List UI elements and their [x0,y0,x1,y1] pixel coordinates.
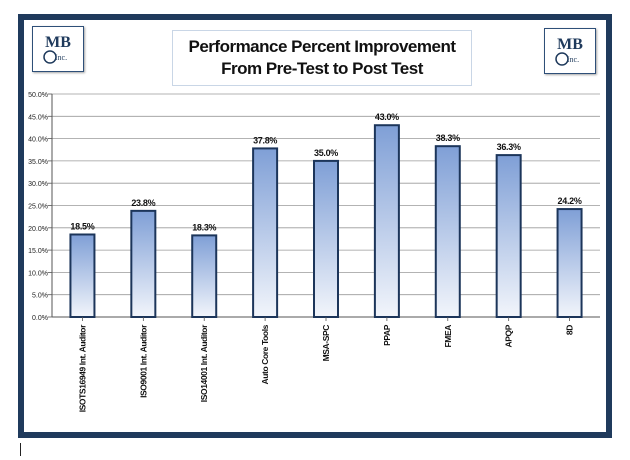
data-label: 38.3% [436,133,460,143]
bar [556,208,583,318]
bar [130,209,157,319]
logo-text-bottom: Inc. [55,53,67,62]
x-tick-label: 8D [565,325,575,335]
bar [252,147,279,318]
bar [434,145,461,318]
data-label: 24.2% [558,196,582,206]
x-tick-label: APQP [504,324,514,347]
x-tick-label: ISO9001 Int. Auditor [138,324,148,398]
x-tick-label: ISOTS16949 Int. Auditor [77,324,87,412]
x-tick-label: Auto Core Tools [260,324,270,384]
chart-title-line-1: Performance Percent Improvement [188,37,457,56]
text-cursor [20,443,21,456]
y-tick-label: 0.0% [32,315,48,322]
data-label: 18.5% [70,221,94,231]
data-label: 18.3% [192,222,216,232]
y-tick-label: 5.0% [32,293,48,300]
bar [313,159,339,318]
y-tick-label: 30.0% [28,181,48,188]
logo-text-top: MB [45,34,71,51]
chart-title-line-2: From Pre-Test to Post Test [221,59,423,78]
data-label: 37.8% [253,135,277,145]
x-tick-label: MSA-SPC [321,325,331,362]
chart-title-box: Performance Percent Improvement From Pre… [172,30,472,86]
mb-logo-right: MB Inc. [544,28,596,74]
y-tick-label: 35.0% [28,159,48,166]
data-label: 43.0% [375,112,399,122]
x-tick-label: FMEA [443,325,453,348]
y-tick-label: 25.0% [28,204,48,211]
x-tick-label: PPAP [382,324,392,346]
y-tick-label: 20.0% [28,226,48,233]
data-label: 23.8% [131,198,155,208]
logo-text-top: MB [557,36,583,53]
logo-text-bottom: Inc. [567,55,579,64]
y-tick-label: 50.0% [28,92,48,99]
y-tick-label: 45.0% [28,114,48,121]
y-tick-label: 10.0% [28,270,48,277]
data-label: 36.3% [497,142,521,152]
bar [373,124,400,318]
data-label: 35.0% [314,148,338,158]
bar [495,154,522,318]
y-tick-label: 15.0% [28,248,48,255]
x-tick-label: ISO14001 Int. Auditor [199,324,209,402]
bar [69,233,96,319]
mb-logo-left: MB Inc. [32,26,84,72]
bar [191,234,218,318]
y-tick-label: 40.0% [28,137,48,144]
